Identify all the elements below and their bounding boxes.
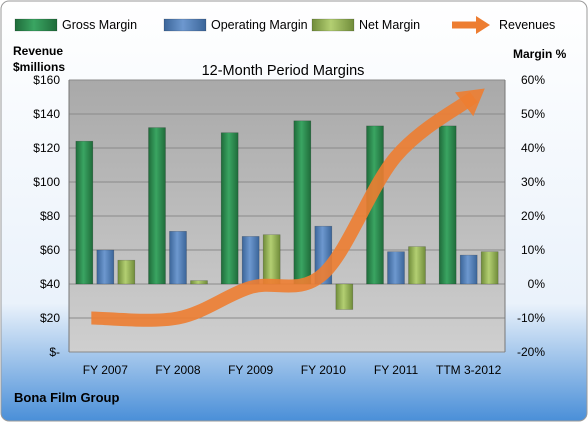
- left-axis-title-line1: Revenue: [13, 44, 63, 58]
- right-tick-label: 50%: [521, 107, 545, 121]
- right-tick-label: 60%: [521, 73, 545, 87]
- left-tick-label: $100: [33, 175, 60, 189]
- gridlines: [68, 79, 506, 353]
- bar-series: [75, 120, 499, 310]
- left-axis-labels: $- $20 $40 $60 $80 $100 $120 $140 $160: [33, 73, 60, 359]
- net-margin-bar: [335, 283, 354, 310]
- right-axis-title: Margin %: [513, 47, 567, 61]
- left-tick-label: $140: [33, 107, 60, 121]
- x-tick-label: FY 2009: [228, 363, 273, 377]
- right-tick-label: 20%: [521, 209, 545, 223]
- gross-margin-bar: [75, 140, 94, 285]
- x-tick-label: FY 2007: [83, 363, 128, 377]
- left-axis-title-line2: $millions: [13, 60, 65, 74]
- net-margin-bar: [190, 280, 208, 285]
- right-tick-label: -20%: [517, 345, 545, 359]
- left-tick-label: $-: [49, 345, 60, 359]
- legend-label: Net Margin: [359, 18, 420, 32]
- legend-swatch-net-margin: [311, 18, 355, 32]
- right-axis-labels: -20% -10% 0% 10% 20% 30% 40% 50% 60%: [517, 73, 545, 359]
- right-tick-label: 10%: [521, 243, 545, 257]
- left-tick-label: $20: [40, 311, 60, 325]
- operating-margin-bar: [387, 251, 405, 285]
- revenues-line: [91, 91, 478, 327]
- net-margin-bar: [262, 234, 281, 285]
- operating-margin-bar: [169, 231, 187, 285]
- gross-margin-bar: [220, 132, 239, 285]
- chart-title: 12-Month Period Margins: [202, 63, 365, 79]
- legend-swatch-operating-margin: [163, 18, 207, 32]
- x-tick-label: FY 2011: [374, 363, 419, 377]
- legend-swatch-gross-margin: [14, 18, 58, 32]
- revenues-arrowhead: [455, 88, 485, 117]
- net-margin-bar: [480, 251, 499, 285]
- revenue-arrow: [91, 88, 485, 327]
- operating-margin-bar: [96, 249, 115, 285]
- x-axis-labels: FY 2007 FY 2008 FY 2009 FY 2010 FY 2011 TTM 3…: [83, 363, 502, 377]
- x-tick-label: TTM 3-2012: [436, 363, 502, 377]
- legend-arrowhead-revenues: [476, 16, 490, 34]
- operating-margin-bar: [241, 236, 260, 285]
- x-tick-label: FY 2010: [301, 363, 346, 377]
- gross-margin-bar: [293, 120, 312, 285]
- right-tick-label: 30%: [521, 175, 545, 189]
- legend-label: Revenues: [499, 18, 555, 32]
- left-tick-label: $160: [33, 73, 60, 87]
- operating-margin-bar: [459, 254, 478, 285]
- gross-margin-bar: [148, 127, 166, 285]
- gross-margin-bar: [438, 125, 457, 285]
- legend-label: Operating Margin: [211, 18, 308, 32]
- net-margin-bar: [117, 259, 136, 285]
- left-tick-label: $120: [33, 141, 60, 155]
- right-tick-label: -10%: [517, 311, 545, 325]
- right-tick-label: 40%: [521, 141, 545, 155]
- right-tick-label: 0%: [528, 277, 546, 291]
- x-tick-label: FY 2008: [155, 363, 200, 377]
- legend: Gross Margin Operating Margin Net Margin Re…: [14, 16, 555, 34]
- left-tick-label: $40: [40, 277, 60, 291]
- left-tick-label: $60: [40, 243, 60, 257]
- legend-label: Gross Margin: [62, 18, 137, 32]
- company-name: Bona Film Group: [14, 390, 120, 405]
- net-margin-bar: [408, 246, 426, 285]
- left-tick-label: $80: [40, 209, 60, 223]
